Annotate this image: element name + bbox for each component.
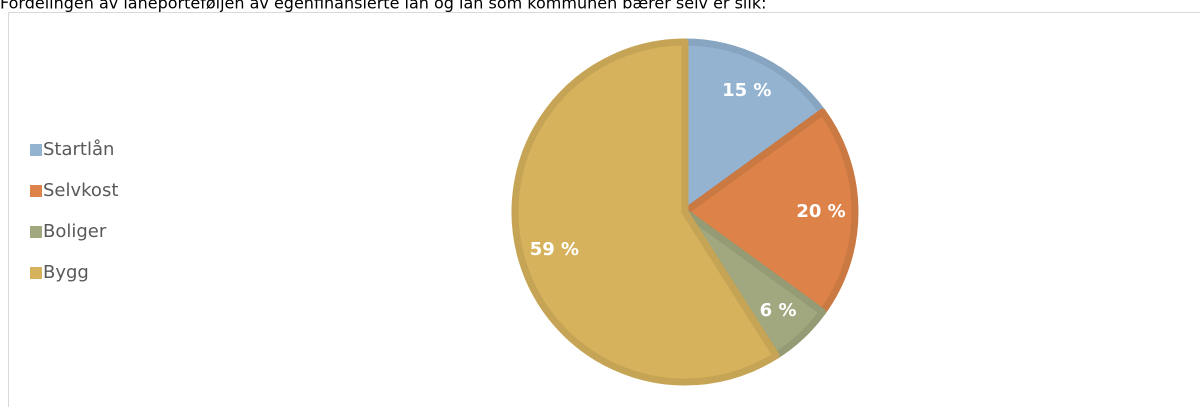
- legend-swatch: [30, 226, 42, 238]
- legend-swatch: [30, 185, 42, 197]
- data-label: 59 %: [530, 239, 579, 260]
- data-label: 20 %: [796, 201, 845, 222]
- pie-slice: [681, 108, 859, 316]
- pie-slice: [511, 38, 780, 386]
- legend-label: Boliger: [43, 221, 107, 242]
- legend-swatch: [30, 144, 42, 156]
- legend-swatch: [30, 267, 42, 279]
- chart-title: Fordelingen av låneporteføljen av egenfi…: [0, 0, 766, 13]
- legend-label: Bygg: [43, 262, 89, 283]
- data-label: 6 %: [760, 300, 797, 321]
- legend-label: Selvkost: [43, 180, 118, 201]
- legend-label: Startlån: [43, 139, 114, 160]
- pie-slice: [681, 38, 827, 216]
- data-label: 15 %: [722, 80, 771, 101]
